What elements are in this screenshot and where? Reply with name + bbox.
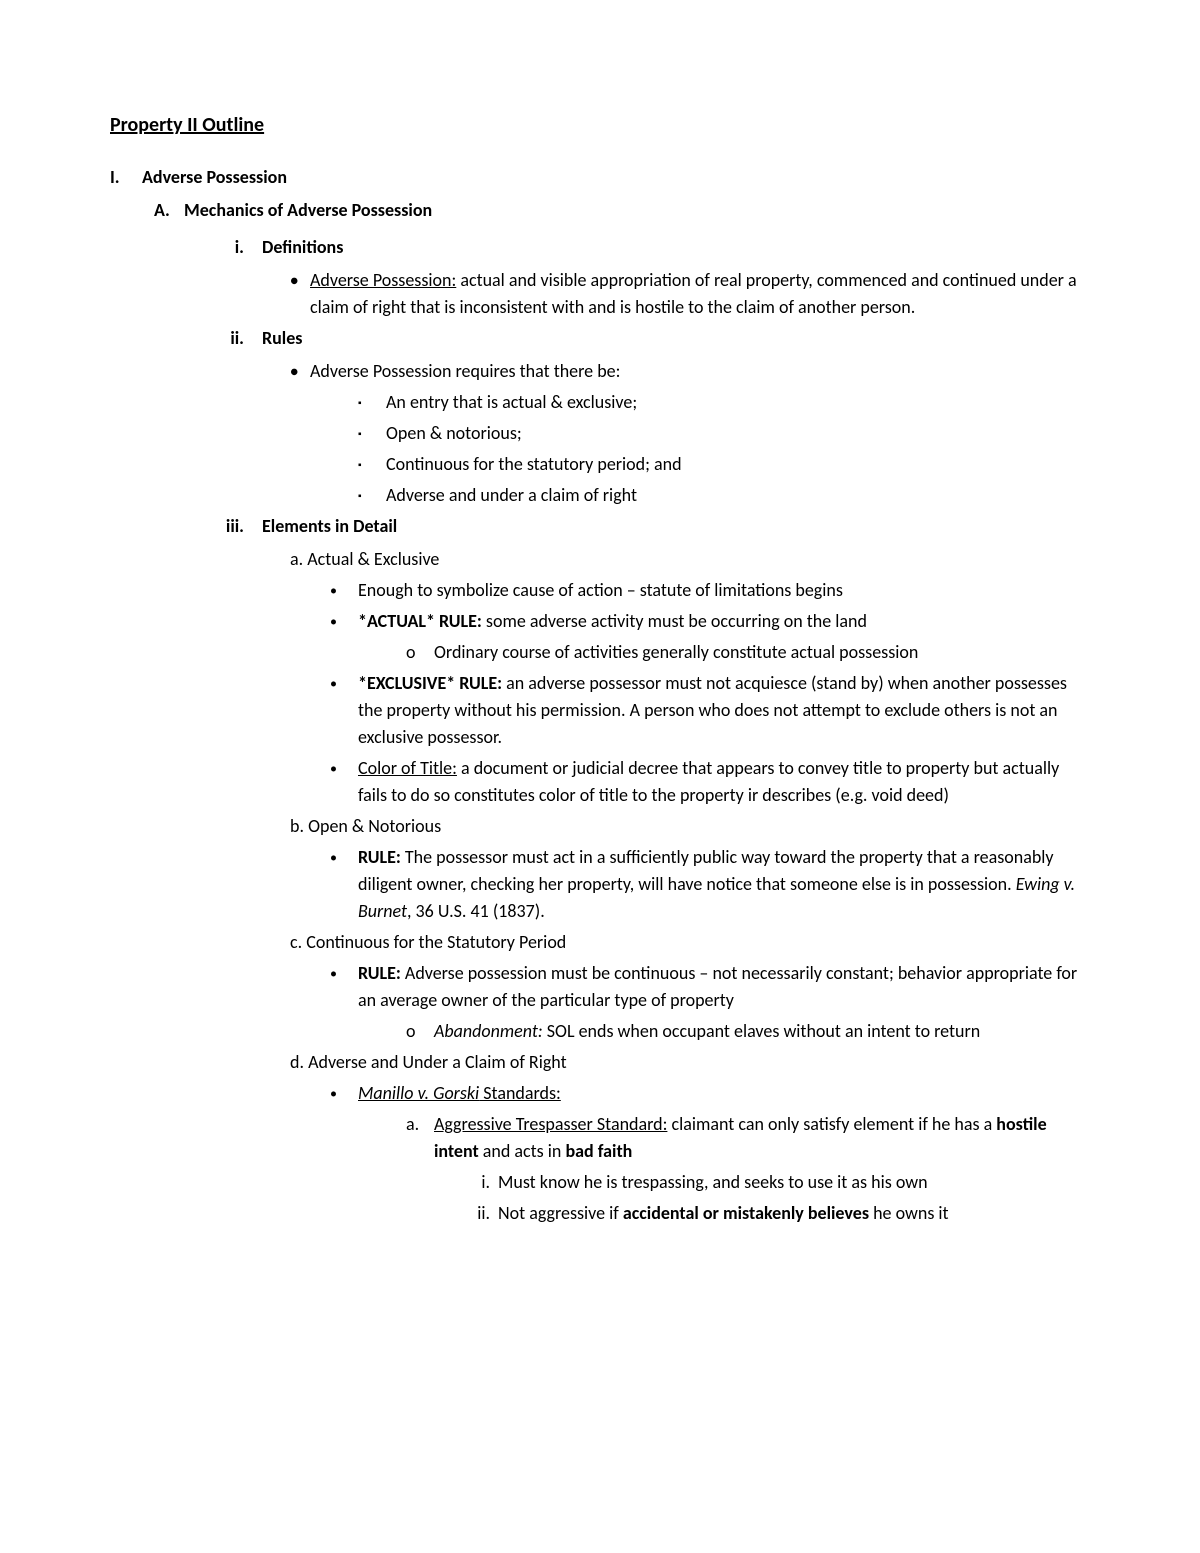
actual-rule-text: some adverse activity must be occurring … (482, 610, 867, 632)
standard-a-i: i. Must know he is trespassing, and seek… (470, 1169, 1090, 1196)
element-b-rule: • RULE: The possessor must act in a suff… (330, 844, 1090, 925)
rule-item-3: ▪ Continuous for the statutory period; a… (358, 451, 1090, 478)
standard-a-text: Aggressive Trespasser Standard: claimant… (434, 1111, 1090, 1165)
aggressive-label: Aggressive Trespasser Standard: (434, 1113, 667, 1135)
section-A: A. Mechanics of Adverse Possession (154, 197, 1090, 224)
section-A-label: Mechanics of Adverse Possession (184, 197, 432, 224)
rule-text: Adverse possession must be continuous – … (358, 962, 1077, 1011)
marker-a: a. (406, 1111, 434, 1165)
case-manillo: Manillo v. Gorski (358, 1082, 479, 1104)
dot-icon: • (330, 1080, 358, 1107)
marker-i: i. (200, 234, 262, 261)
section-rules: ii. Rules (200, 325, 1090, 352)
rule-label: RULE: (358, 962, 401, 984)
rule-item-1: ▪ An entry that is actual & exclusive; (358, 389, 1090, 416)
section-elements: iii. Elements in Detail (200, 513, 1090, 540)
marker-iii: iii. (200, 513, 262, 540)
bullet-icon: ● (290, 358, 310, 385)
std-a-2: and acts in (479, 1140, 566, 1162)
circle-icon: o (406, 639, 434, 666)
element-a-p2-text: *ACTUAL* RULE: some adverse activity mus… (358, 608, 1090, 635)
square-icon: ▪ (358, 482, 386, 509)
dot-icon: • (330, 755, 358, 809)
element-c-rule: • RULE: Adverse possession must be conti… (330, 960, 1090, 1014)
term-adverse-possession: Adverse Possession: (310, 269, 456, 291)
marker-I: I. (110, 164, 142, 191)
square-icon: ▪ (358, 420, 386, 447)
rule-3-text: Continuous for the statutory period; and (386, 451, 1090, 478)
abandonment-label: Abandonment: (434, 1020, 543, 1042)
bullet-icon: ● (290, 267, 310, 321)
std-a-1: claimant can only satisfy element if he … (667, 1113, 996, 1135)
element-a-p2: • *ACTUAL* RULE: some adverse activity m… (330, 608, 1090, 635)
marker-roman-ii: ii. (470, 1200, 498, 1227)
element-d-heading: d. Adverse and Under a Claim of Right (290, 1049, 1090, 1076)
rule-1-text: An entry that is actual & exclusive; (386, 389, 1090, 416)
actual-rule-label: *ACTUAL* RULE: (358, 610, 482, 632)
element-a-p3-text: *EXCLUSIVE* RULE: an adverse possessor m… (358, 670, 1090, 751)
element-d-case-text: Manillo v. Gorski Standards: (358, 1080, 1090, 1107)
element-d-case: • Manillo v. Gorski Standards: (330, 1080, 1090, 1107)
document-page: Property II Outline I. Adverse Possessio… (0, 0, 1200, 1553)
std-a-ii-1: Not aggressive if (498, 1202, 623, 1224)
std-a-ii-2: he owns it (869, 1202, 949, 1224)
dot-icon: • (330, 670, 358, 751)
dot-icon: • (330, 577, 358, 604)
definition-item: ● Adverse Possession: actual and visible… (290, 267, 1090, 321)
accidental-mistaken: accidental or mistakenly believes (623, 1202, 869, 1224)
rule-item-2: ▪ Open & notorious; (358, 420, 1090, 447)
element-a-p2-sub: o Ordinary course of activities generall… (406, 639, 1090, 666)
rule-4-text: Adverse and under a claim of right (386, 482, 1090, 509)
square-icon: ▪ (358, 451, 386, 478)
section-I-label: Adverse Possession (142, 164, 287, 191)
element-a-p1-text: Enough to symbolize cause of action – st… (358, 577, 1090, 604)
standard-a-i-text: Must know he is trespassing, and seeks t… (498, 1169, 1090, 1196)
element-a-p1: • Enough to symbolize cause of action – … (330, 577, 1090, 604)
marker-roman-i: i. (470, 1169, 498, 1196)
element-a-p4-text: Color of Title: a document or judicial d… (358, 755, 1090, 809)
rule-item-4: ▪ Adverse and under a claim of right (358, 482, 1090, 509)
element-a-p2-sub-text: Ordinary course of activities generally … (434, 639, 1090, 666)
circle-icon: o (406, 1018, 434, 1045)
dot-icon: • (330, 960, 358, 1014)
dot-icon: • (330, 608, 358, 635)
rule-2-text: Open & notorious; (386, 420, 1090, 447)
color-of-title-text: a document or judicial decree that appea… (358, 757, 1059, 806)
definition-text: Adverse Possession: actual and visible a… (310, 267, 1090, 321)
case-suffix: Standards: (479, 1082, 561, 1104)
elements-label: Elements in Detail (262, 513, 397, 540)
element-c-heading: c. Continuous for the Statutory Period (290, 929, 1090, 956)
dot-icon: • (330, 844, 358, 925)
standard-a: a. Aggressive Trespasser Standard: claim… (406, 1111, 1090, 1165)
rules-label: Rules (262, 325, 302, 352)
element-b-heading: b. Open & Notorious (290, 813, 1090, 840)
rule-label: RULE: (358, 846, 401, 868)
page-title: Property II Outline (110, 110, 1090, 140)
element-c-abandonment: o Abandonment: SOL ends when occupant el… (406, 1018, 1090, 1045)
rule-text-1: The possessor must act in a sufficiently… (358, 846, 1054, 895)
section-definitions: i. Definitions (200, 234, 1090, 261)
marker-A: A. (154, 197, 184, 224)
element-c-abandon-text: Abandonment: SOL ends when occupant elav… (434, 1018, 1090, 1045)
exclusive-rule-label: *EXCLUSIVE* RULE: (358, 672, 502, 694)
standard-a-ii: ii. Not aggressive if accidental or mist… (470, 1200, 1090, 1227)
element-a-heading: a. Actual & Exclusive (290, 546, 1090, 573)
abandonment-text: SOL ends when occupant elaves without an… (543, 1020, 981, 1042)
square-icon: ▪ (358, 389, 386, 416)
rules-intro: ● Adverse Possession requires that there… (290, 358, 1090, 385)
color-of-title-label: Color of Title: (358, 757, 457, 779)
standard-a-ii-text: Not aggressive if accidental or mistaken… (498, 1200, 1090, 1227)
section-I: I. Adverse Possession (110, 164, 1090, 191)
element-b-rule-text: RULE: The possessor must act in a suffic… (358, 844, 1090, 925)
definitions-label: Definitions (262, 234, 343, 261)
rules-intro-text: Adverse Possession requires that there b… (310, 358, 1090, 385)
cite-ewing: , 36 U.S. 41 (1837). (407, 900, 545, 922)
bad-faith: bad faith (565, 1140, 632, 1162)
element-a-p4: • Color of Title: a document or judicial… (330, 755, 1090, 809)
marker-ii: ii. (200, 325, 262, 352)
element-a-p3: • *EXCLUSIVE* RULE: an adverse possessor… (330, 670, 1090, 751)
element-c-rule-text: RULE: Adverse possession must be continu… (358, 960, 1090, 1014)
